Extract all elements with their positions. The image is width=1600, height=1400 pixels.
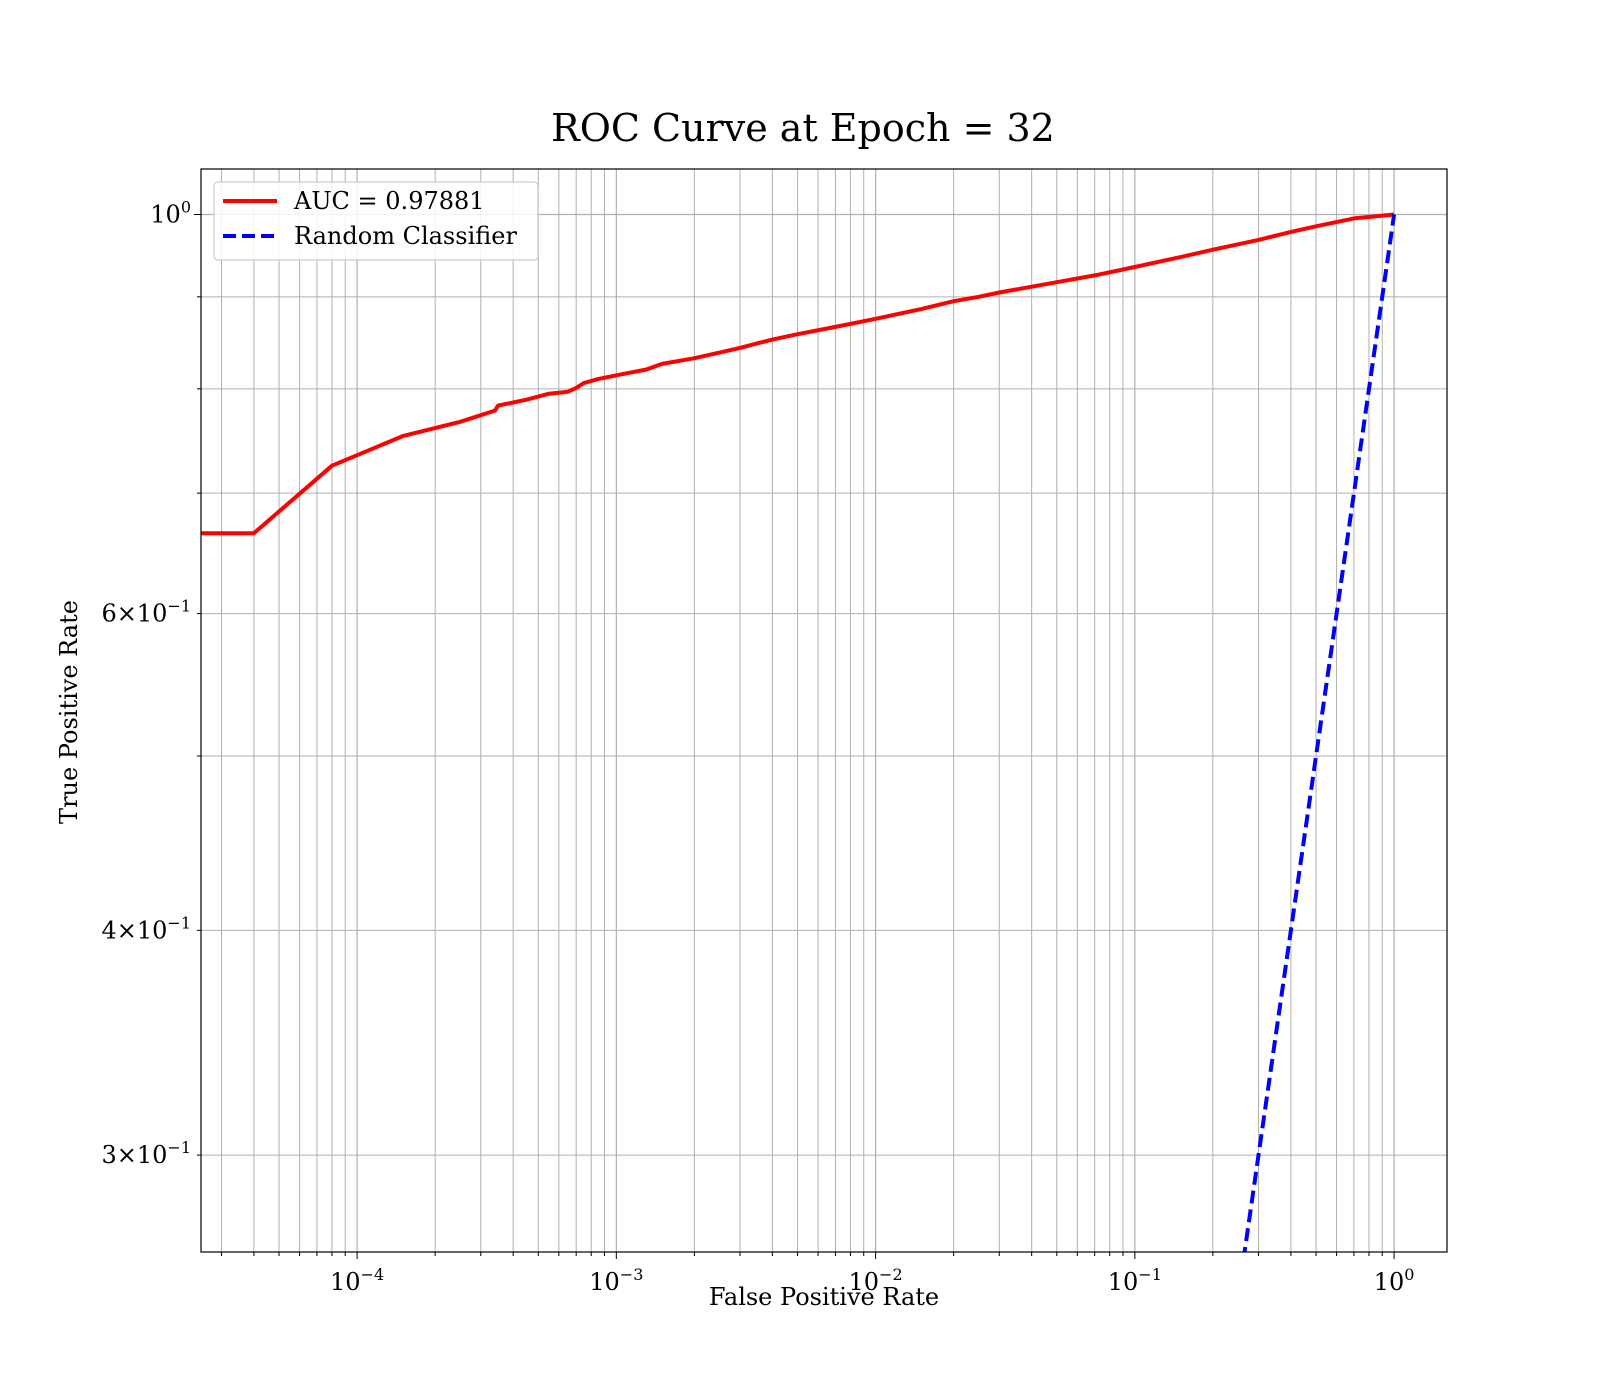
- legend: AUC = 0.97881 Random Classifier: [213, 181, 539, 261]
- y-axis-label: True Positive Rate: [55, 600, 83, 824]
- plot-frame: [200, 168, 1448, 1253]
- legend-label-auc: AUC = 0.97881: [293, 187, 485, 215]
- x-tick-label: 100: [1374, 1265, 1415, 1296]
- series-layer: [201, 212, 1397, 1252]
- legend-label-random: Random Classifier: [294, 222, 517, 250]
- roc-curve-line: [201, 212, 1395, 536]
- x-tick-label: 10−1: [1108, 1265, 1162, 1296]
- x-axis-label: False Positive Rate: [709, 1283, 939, 1311]
- ticks: [194, 214, 1395, 1259]
- random-classifier-line: [1242, 214, 1397, 1252]
- x-tick-label: 10−4: [330, 1265, 384, 1296]
- y-tick-label: 6×10−1: [101, 597, 191, 628]
- y-tick-label: 3×10−1: [101, 1138, 191, 1169]
- chart-title: ROC Curve at Epoch = 32: [551, 106, 1055, 150]
- x-tick-labels: 10−4 10−3 10−2 10−1 100: [330, 1265, 1414, 1296]
- x-tick-label: 10−3: [589, 1265, 643, 1296]
- y-tick-labels: 100 6×10−1 4×10−1 3×10−1: [101, 198, 191, 1170]
- y-tick-label: 4×10−1: [101, 913, 191, 944]
- grid: [201, 169, 1447, 1252]
- legend-box: [213, 181, 539, 261]
- x-tick-label: 10−2: [849, 1265, 903, 1296]
- y-tick-label: 100: [150, 198, 191, 229]
